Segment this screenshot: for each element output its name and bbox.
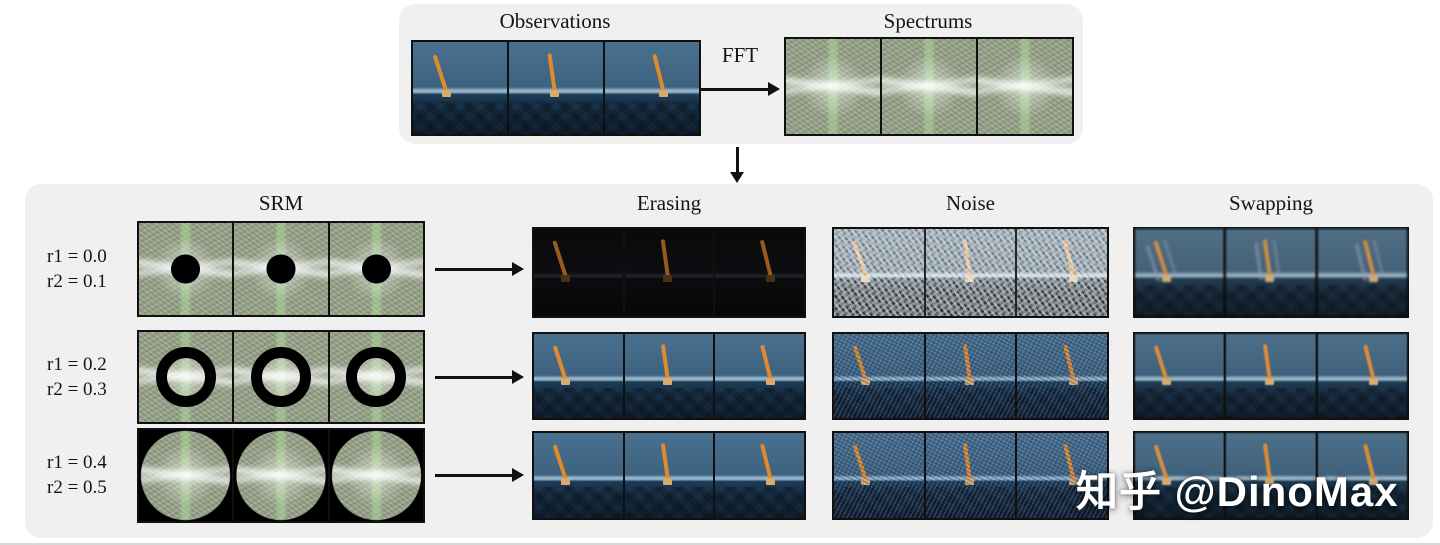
fft-label: FFT: [721, 43, 759, 67]
masked-spectrum-frame: [232, 223, 328, 315]
srm-title: SRM: [258, 191, 304, 215]
swapping-strip-row3: [1133, 431, 1409, 520]
noise-overlay: [1017, 334, 1108, 418]
srm-strip-row1: [137, 221, 425, 317]
masked-spectrum-frame: [139, 332, 233, 422]
srm-mask-ring: [155, 347, 216, 407]
erasing-frame: [622, 433, 714, 518]
noise-strip-row1: [832, 227, 1109, 318]
srm-mask-disk: [329, 223, 423, 315]
noise-frame: [1015, 334, 1108, 418]
erasing-frame: [622, 334, 714, 418]
swapping-frame: [1315, 433, 1407, 518]
noise-strip-row3: [832, 431, 1109, 520]
r2-value: r2 = 0.1: [47, 270, 107, 292]
noise-overlay: [925, 334, 1016, 418]
srm-strip-row2: [137, 330, 425, 424]
noise-overlay: [925, 433, 1016, 518]
down-arrow: [730, 147, 744, 183]
row2-arrow: [435, 370, 524, 384]
fft-arrow: [701, 82, 780, 96]
srm-row2-params: r1 = 0.2 r2 = 0.3: [47, 330, 137, 424]
swapping-strip-row2: [1133, 332, 1409, 420]
swapping-frame: [1135, 334, 1225, 418]
swapping-frame: [1135, 433, 1225, 518]
row3-arrow: [435, 468, 524, 482]
observation-frame: [507, 42, 603, 134]
srm-mask-outside: [234, 430, 328, 521]
spectrum-frame: [880, 39, 976, 134]
erasing-frame: [713, 229, 805, 316]
srm-mask-ring: [346, 347, 407, 407]
zhihu-watermark: 知乎 @DinoMax: [1076, 468, 1399, 515]
erasing-frame: [713, 433, 805, 518]
srm-mask-disk: [234, 223, 328, 315]
erasing-strip-row2: [532, 332, 806, 420]
noise-overlay: [834, 229, 924, 316]
spectrum-frame: [976, 39, 1072, 134]
bottom-panel: SRM r1 = 0.0 r2 = 0.1 r1 = 0.2 r2 = 0.3 …: [25, 184, 1433, 538]
observations-label: Observations: [499, 9, 611, 33]
noise-frame: [834, 334, 924, 418]
top-panel: Observations FFT Spectrums: [399, 4, 1083, 144]
masked-spectrum-frame: [327, 430, 423, 521]
erasing-frame: [534, 334, 623, 418]
noise-strip-row2: [832, 332, 1109, 420]
erasing-frame: [713, 334, 805, 418]
swapping-header: Swapping: [1229, 191, 1313, 215]
noise-overlay: [834, 334, 924, 418]
srm-row3-params: r1 = 0.4 r2 = 0.5: [47, 428, 137, 523]
spectrums-label: Spectrums: [883, 9, 973, 33]
erasing-frame: [534, 433, 623, 518]
srm-row1-params: r1 = 0.0 r2 = 0.1: [47, 221, 137, 317]
srm-mask-outside: [329, 430, 423, 521]
noise-overlay: [834, 433, 924, 518]
r1-value: r1 = 0.4: [47, 452, 107, 474]
swapping-strip-row1: [1133, 227, 1409, 318]
masked-spectrum-frame: [139, 430, 233, 521]
noise-frame: [834, 433, 924, 518]
r2-value: r2 = 0.5: [47, 477, 107, 498]
masked-spectrum-frame: [232, 332, 328, 422]
observation-frame: [413, 42, 507, 134]
swapping-frame: [1224, 334, 1316, 418]
swapping-frame: [1315, 334, 1407, 418]
erasing-frame: [534, 229, 623, 316]
swapping-frame: [1224, 433, 1316, 518]
masked-spectrum-frame: [232, 430, 328, 521]
swapping-frame: [1224, 229, 1316, 316]
row1-arrow: [435, 262, 524, 276]
spectrum-frame: [786, 39, 880, 134]
noise-frame: [923, 334, 1016, 418]
r2-value: r2 = 0.3: [47, 378, 107, 400]
noise-frame: [1015, 229, 1108, 316]
masked-spectrum-frame: [327, 223, 423, 315]
masked-spectrum-frame: [139, 223, 233, 315]
r1-value: r1 = 0.2: [47, 353, 107, 375]
masked-spectrum-frame: [327, 332, 423, 422]
erasing-strip-row1: [532, 227, 806, 318]
erasing-header: Erasing: [636, 191, 702, 215]
swapping-frame: [1135, 229, 1225, 316]
screenshot-bottom-edge: [0, 543, 1440, 545]
observation-frame: [603, 42, 699, 134]
noise-frame: [834, 229, 924, 316]
r1-value: r1 = 0.0: [47, 245, 107, 267]
noise-frame: [923, 433, 1016, 518]
observations-strip: [411, 40, 701, 136]
srm-strip-row3: [137, 428, 425, 523]
spectrums-strip: [784, 37, 1074, 136]
noise-overlay: [1017, 229, 1108, 316]
srm-mask-outside: [139, 430, 233, 521]
noise-frame: [923, 229, 1016, 316]
srm-mask-disk: [139, 223, 233, 315]
noise-header: Noise: [946, 191, 995, 215]
noise-overlay: [925, 229, 1016, 316]
erasing-frame: [622, 229, 714, 316]
srm-mask-ring: [250, 347, 311, 407]
swapping-frame: [1315, 229, 1407, 316]
erasing-strip-row3: [532, 431, 806, 520]
